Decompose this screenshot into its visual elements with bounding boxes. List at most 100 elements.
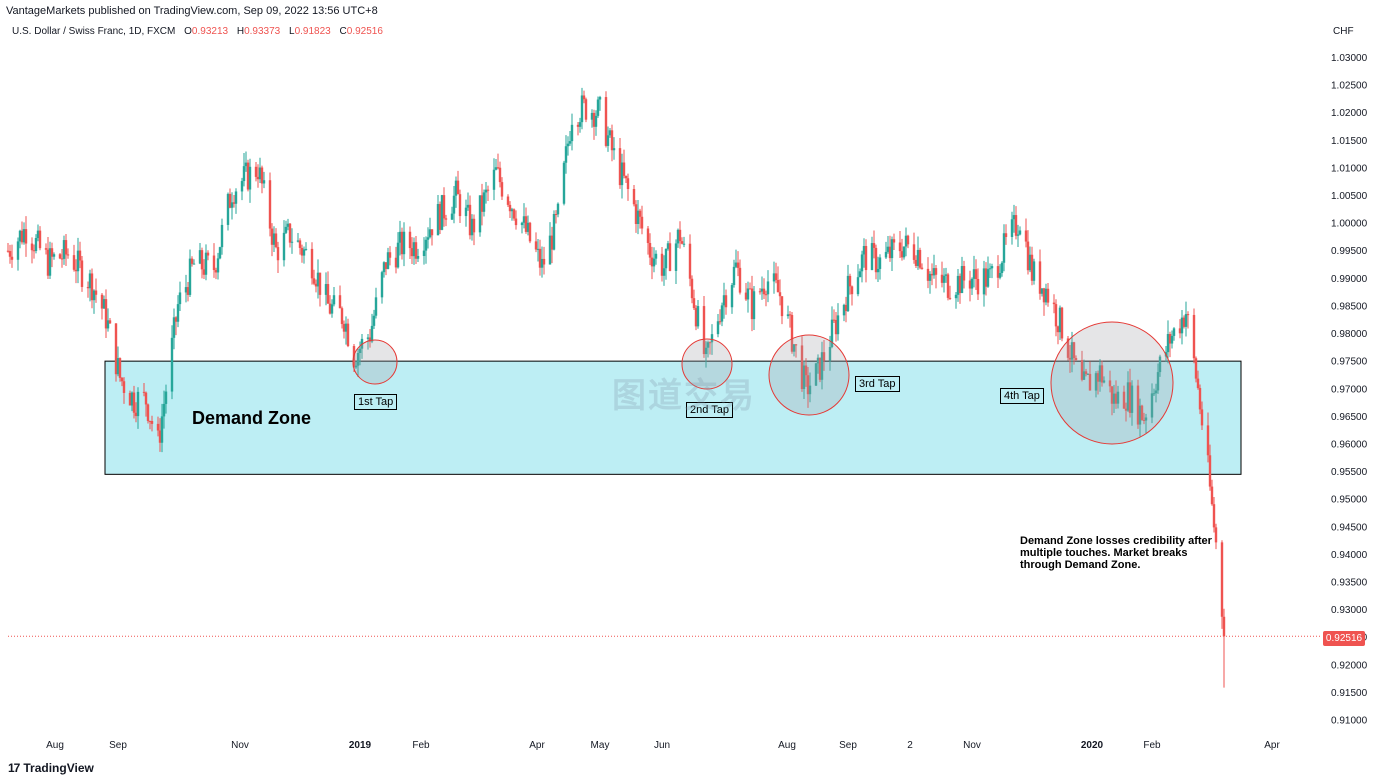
candle-body [16, 241, 20, 260]
candle-body [136, 391, 140, 417]
candle-body [32, 250, 36, 252]
y-tick-label: 0.96500 [1331, 412, 1368, 423]
y-tick-label: 0.96000 [1331, 439, 1368, 450]
candle-body [804, 365, 808, 376]
candle-body [932, 268, 936, 276]
candle-body [106, 320, 110, 329]
candle-body [820, 352, 824, 380]
annotation-note: Demand Zone losses credibility after mul… [1020, 535, 1212, 571]
candle-body [190, 258, 194, 264]
candle-body [36, 230, 40, 239]
candle-body [912, 244, 916, 260]
x-tick-label: 2020 [1081, 740, 1104, 751]
candle-body [142, 391, 146, 393]
candle-body [178, 292, 182, 305]
candle-body [1018, 230, 1022, 235]
candle-body [212, 255, 216, 271]
candle-body [164, 391, 168, 404]
candle-body [1038, 261, 1042, 294]
candle-body [64, 240, 68, 255]
candle-body [1082, 371, 1086, 380]
candle-body [648, 243, 652, 258]
candle-body [414, 242, 418, 259]
candle-body [704, 347, 708, 355]
candle-body [610, 130, 614, 151]
candle-body [774, 273, 778, 281]
candle-body [1060, 307, 1064, 339]
open-value: 0.93213 [191, 26, 229, 37]
candle-body [1002, 233, 1006, 263]
x-tick-label: Sep [109, 740, 127, 751]
candle-body [542, 258, 546, 265]
candle-body [424, 239, 428, 251]
candle-body [662, 268, 666, 276]
tap-circle-4 [1050, 321, 1174, 445]
candle-body [548, 235, 552, 265]
candle-body [668, 243, 672, 271]
candle-body [846, 275, 850, 312]
candle-body [506, 196, 510, 205]
candle-body [598, 97, 602, 100]
candle-body [592, 112, 596, 127]
tap-label-1: 1st Tap [354, 394, 398, 410]
candle-body [996, 266, 1000, 278]
candle-body [1194, 358, 1198, 379]
candle-body [930, 273, 934, 276]
candle-body [1040, 288, 1044, 294]
candle-body [944, 274, 948, 276]
candle-body [514, 218, 518, 226]
open-label: O [184, 26, 192, 37]
candle-body [976, 278, 980, 295]
candle-body [902, 246, 906, 258]
candle-body [146, 404, 150, 421]
candle-body [962, 266, 966, 281]
candle-body [746, 288, 750, 300]
candle-body [104, 299, 108, 329]
candle-body [1086, 373, 1090, 375]
candle-body [678, 229, 682, 242]
tradingview-logo[interactable]: 17 TradingView [8, 761, 94, 775]
candle-body [702, 306, 706, 355]
candle-body [578, 122, 582, 127]
candle-body [890, 239, 894, 259]
candle-body [776, 280, 780, 293]
y-tick-label: 0.95500 [1331, 467, 1368, 478]
candle-body [736, 262, 740, 268]
candle-body [454, 180, 458, 196]
candle-body [382, 262, 386, 273]
candle-body [288, 223, 292, 243]
candle-body [786, 314, 790, 317]
tradingview-mark-icon: 17 [8, 761, 20, 775]
candle-body [1108, 380, 1112, 387]
candle-body [862, 245, 866, 255]
candle-body [482, 192, 486, 212]
candle-body [934, 268, 938, 275]
candle-body [428, 229, 432, 238]
candle-body [550, 235, 554, 250]
candle-body [1088, 373, 1092, 391]
candle-body [120, 377, 124, 382]
candle-body [340, 308, 344, 325]
candle-body [604, 97, 608, 146]
candle-body [858, 271, 862, 278]
candle-body [870, 243, 874, 271]
candle-body [772, 273, 776, 282]
candle-body [386, 252, 390, 269]
candle-body [1026, 241, 1030, 271]
candle-body [290, 241, 294, 243]
candle-body [400, 231, 404, 255]
candle-body [102, 299, 106, 309]
candle-body [1024, 230, 1028, 242]
candle-body [856, 277, 860, 295]
candle-body [186, 287, 190, 295]
candle-body [522, 216, 526, 223]
candle-body [958, 275, 962, 294]
candle-body [636, 210, 640, 225]
candle-body [762, 288, 766, 295]
candle-body [830, 319, 834, 347]
candle-body [508, 204, 512, 212]
candle-body [78, 250, 82, 261]
x-tick-label: Nov [963, 740, 981, 751]
candle-body [1122, 391, 1126, 409]
